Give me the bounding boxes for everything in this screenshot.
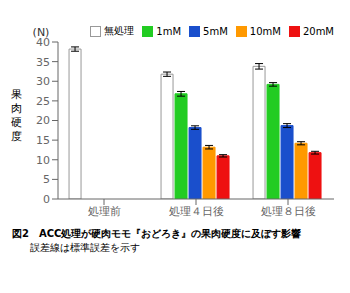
html-text:20mM: 20mM (302, 25, 334, 37)
svg-text:処理４日後: 処理４日後 (169, 205, 224, 218)
svg-text:10: 10 (36, 154, 50, 167)
svg-text:処理前: 処理前 (88, 205, 121, 218)
html-text:肉: 肉 (10, 101, 22, 115)
html-text:1mM: 1mM (156, 25, 182, 37)
html-text:10mM: 10mM (249, 25, 281, 37)
html-text:果: 果 (10, 87, 22, 101)
svg-text:15: 15 (36, 134, 50, 147)
html-text:度: 度 (10, 129, 22, 143)
svg-text:5: 5 (43, 173, 50, 186)
html-text:図2 ACC処理が硬肉モモ『おどろき』の果肉硬度に及ぼす影響: 図2 ACC処理が硬肉モモ『おどろき』の果肉硬度に及ぼす影響 (12, 228, 302, 239)
html-text:無処理: 無処理 (104, 25, 135, 36)
svg-text:40: 40 (36, 35, 50, 49)
html-text:誤差線は標準誤差を示す: 誤差線は標準誤差を示す (30, 242, 140, 253)
html-text:硬: 硬 (10, 115, 22, 129)
svg-text:20: 20 (36, 114, 50, 127)
svg-text:30: 30 (36, 75, 50, 88)
html-text:5mM: 5mM (203, 25, 228, 37)
svg-text:25: 25 (36, 95, 50, 108)
svg-text:0: 0 (43, 193, 50, 206)
svg-text:35: 35 (36, 56, 50, 69)
svg-text:処理８日後: 処理８日後 (261, 205, 316, 218)
svg-text:(N): (N) (33, 26, 50, 39)
